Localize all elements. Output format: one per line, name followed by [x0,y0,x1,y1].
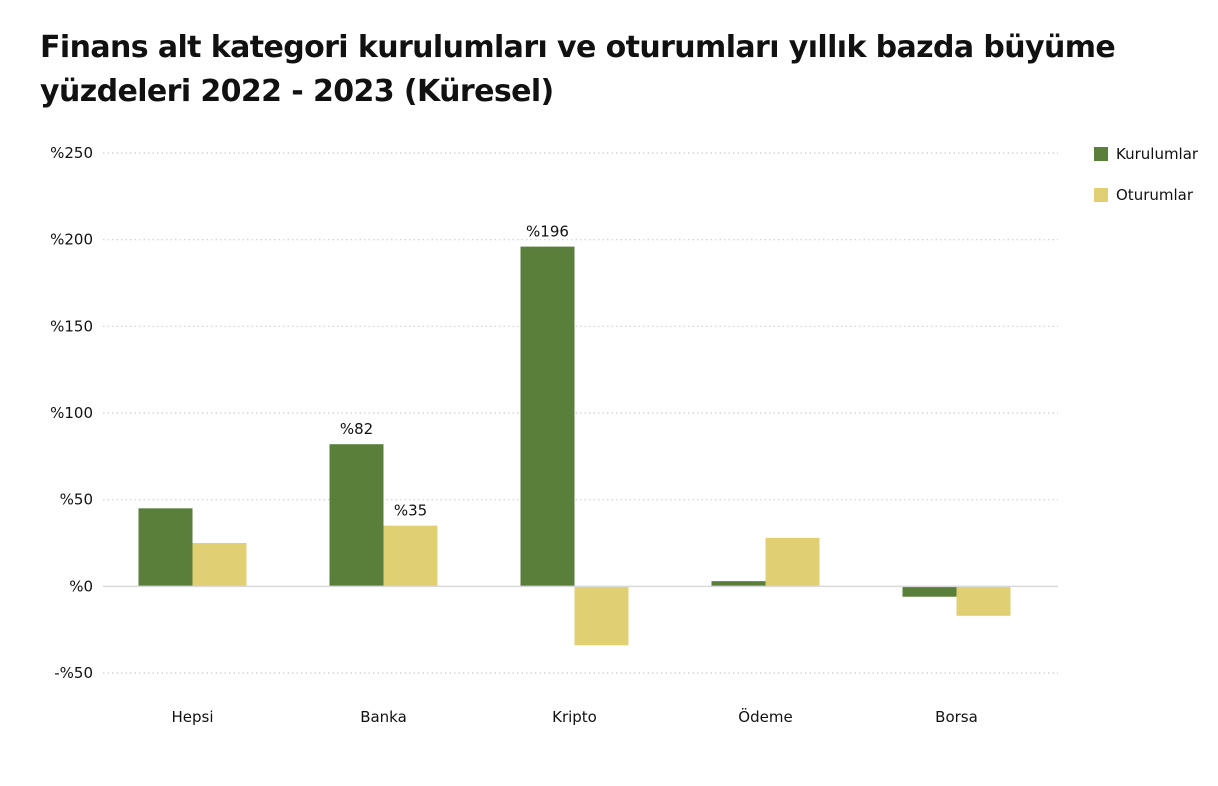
category-label: Banka [360,708,407,726]
bar-kurulumlar-0 [138,508,193,587]
legend-label: Oturumlar [1116,186,1194,204]
y-tick-label: %150 [50,317,93,335]
bars [138,246,1011,646]
y-tick-label: -%50 [54,664,93,682]
gridlines [103,152,1058,674]
category-label: Hepsi [171,708,213,726]
y-tick-label: %200 [50,231,93,249]
legend-swatch [1094,188,1108,202]
chart-title: Finans alt kategori kurulumları ve oturu… [40,30,1116,109]
bar-oturumlar-0 [192,543,247,587]
bar-oturumlar-3 [765,537,820,587]
bar-kurulumlar-4 [902,586,957,597]
legend-swatch [1094,147,1108,161]
bar-oturumlar-2 [574,586,629,646]
bar-kurulumlar-3 [711,581,766,587]
data-label: %196 [526,223,569,241]
category-label: Borsa [935,708,978,726]
data-label: %82 [340,420,373,438]
bar-kurulumlar-1 [329,444,384,587]
data-labels: %82 %35 %196 [340,223,569,520]
bar-oturumlar-1 [383,525,438,587]
legend-label: Kurulumlar [1116,145,1199,163]
category-label: Kripto [552,708,597,726]
bar-oturumlar-4 [956,586,1011,616]
y-tick-label: %250 [50,144,93,162]
y-axis-ticks: %250 %200 %150 %100 %50 %0 -%50 [50,144,93,682]
y-tick-label: %100 [50,404,93,422]
bar-kurulumlar-2 [520,246,575,587]
data-label: %35 [394,502,427,520]
legend: Kurulumlar Oturumlar [1094,145,1199,204]
category-label: Ödeme [738,707,792,726]
x-axis-categories: Hepsi Banka Kripto Ödeme Borsa [171,707,977,726]
y-tick-label: %0 [69,577,93,595]
y-tick-label: %50 [60,491,93,509]
